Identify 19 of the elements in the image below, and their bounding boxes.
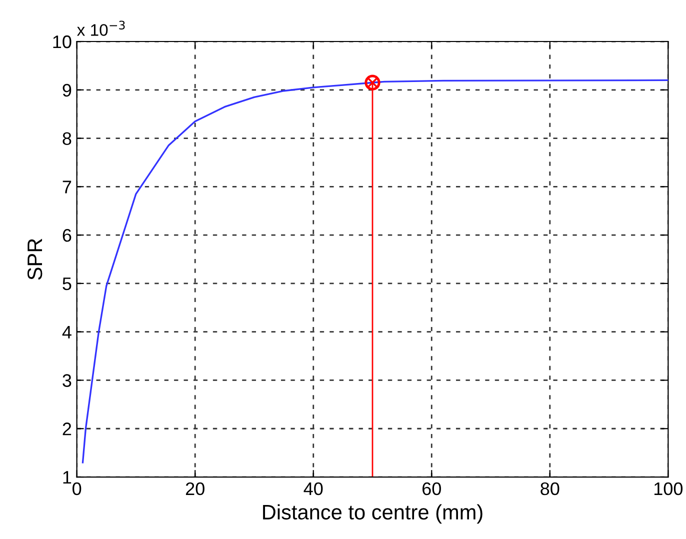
text: x 10$^{−3}$	[77, 20, 125, 36]
y-tick-label: 2	[62, 422, 72, 436]
y-tick-label: 3	[62, 374, 72, 387]
x-axis-title: Distance to centre (mm)	[263, 504, 482, 524]
y-tick-label: 7	[62, 180, 72, 194]
y-tick-label: 10	[53, 35, 72, 48]
y-tick-label: 6	[62, 229, 72, 242]
x-tick-label: 0	[72, 482, 82, 496]
x-tick-label: 60	[422, 482, 441, 496]
y-axis-title: SPR	[27, 238, 42, 280]
y-tick-label: 8	[62, 132, 72, 146]
x-tick-label: 20	[186, 482, 204, 496]
x-tick-label: 80	[540, 482, 560, 496]
x-tick-label: 40	[304, 482, 323, 496]
y-tick-label: 4	[62, 326, 72, 338]
y-tick-label: 5	[62, 278, 72, 290]
x-tick-label: 100	[654, 482, 683, 496]
y-tick-label: 1	[63, 471, 72, 484]
y-tick-label: 9	[62, 84, 72, 97]
